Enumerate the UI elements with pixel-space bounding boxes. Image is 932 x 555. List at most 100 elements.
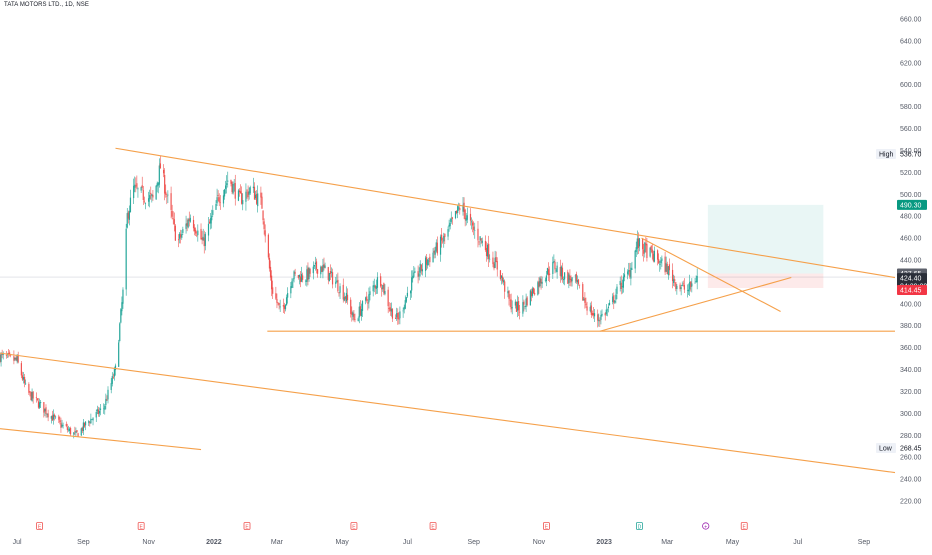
candle-body — [414, 271, 416, 273]
stop-price-tag — [897, 284, 927, 295]
candle-body — [679, 284, 681, 290]
candle-body — [622, 276, 624, 288]
event-marker-glyph: E — [545, 524, 549, 530]
candle-body — [234, 183, 236, 199]
candle-body — [402, 310, 404, 312]
candle-body — [592, 313, 595, 316]
candle-body — [167, 194, 169, 196]
candle-body — [143, 200, 145, 202]
candle-body — [106, 399, 108, 401]
candle-body — [605, 309, 607, 315]
candle-body — [538, 281, 540, 287]
candle-body — [629, 270, 631, 277]
earnings-marker-icon — [543, 522, 550, 530]
candle-body — [260, 192, 262, 198]
candle-body — [570, 278, 572, 283]
trendline-triangle-resistance — [641, 237, 781, 312]
earnings-marker-icon — [429, 522, 437, 530]
candle-body — [238, 190, 241, 193]
candle-body — [436, 242, 438, 254]
candle-body — [630, 267, 632, 279]
candle-body — [383, 283, 385, 294]
candle-body — [366, 296, 368, 301]
candle-body — [247, 191, 249, 198]
candle-body — [75, 431, 77, 434]
candle-body — [531, 288, 534, 296]
candle-body — [586, 306, 588, 311]
candle-body — [631, 268, 633, 270]
candle-body — [141, 185, 143, 188]
candle-body — [563, 272, 566, 280]
candle-body — [652, 253, 654, 262]
candle-body — [694, 282, 696, 284]
y-tick-label: 320.00 — [900, 389, 922, 396]
candle-body — [111, 376, 113, 384]
candle-body — [7, 353, 10, 354]
candle-body — [136, 183, 138, 188]
candle-body — [50, 416, 52, 419]
candle-body — [110, 383, 112, 390]
trendline-triangle-support — [599, 277, 792, 332]
candle-body — [424, 257, 427, 271]
candle-body — [675, 282, 677, 289]
candle-body — [207, 223, 210, 236]
candle-body — [69, 428, 72, 435]
candle-body — [421, 269, 423, 272]
candle-body — [53, 414, 56, 417]
candle-body — [201, 238, 203, 240]
candle-body — [636, 238, 638, 249]
candle-body — [316, 269, 319, 274]
candle-body — [351, 312, 353, 316]
candle-body — [384, 291, 386, 295]
candle-body — [357, 318, 359, 322]
candle-body — [151, 194, 153, 197]
candle-body — [544, 279, 546, 281]
candle-body — [582, 284, 584, 301]
candle-body — [361, 301, 364, 311]
candle-body — [660, 260, 662, 264]
candle-body — [481, 240, 483, 243]
candle-body — [433, 250, 435, 253]
candle-body — [434, 250, 436, 255]
candle-body — [666, 263, 668, 275]
y-tick-label: 280.00 — [900, 433, 922, 440]
candle-body — [261, 196, 263, 209]
candle-body — [231, 182, 233, 192]
candle-body — [546, 268, 549, 275]
candle-body — [374, 285, 376, 289]
candle-body — [604, 313, 606, 316]
candle-body — [645, 243, 647, 246]
y-tick-label: 580.00 — [900, 104, 922, 111]
high-label: High — [879, 152, 894, 159]
x-tick-label: Nov — [142, 539, 155, 546]
candle-body — [427, 259, 429, 266]
candle-body — [495, 257, 497, 263]
candle-body — [560, 266, 562, 277]
candle-body — [2, 353, 4, 356]
candle-body — [634, 250, 636, 269]
candle-body — [690, 281, 692, 288]
candle-body — [432, 252, 434, 263]
candle-body — [480, 238, 482, 241]
event-marker-glyph: E — [431, 524, 435, 530]
stop-price-text: 414.45 — [900, 287, 922, 294]
candle-body — [532, 287, 535, 294]
event-marker-glyph: E — [245, 524, 249, 530]
candle-body — [354, 319, 356, 320]
candle-body — [73, 432, 75, 435]
candle-body — [494, 257, 496, 268]
candle-body — [443, 235, 445, 242]
candle-body — [691, 283, 693, 287]
candle-body — [387, 289, 389, 307]
candle-body — [10, 354, 12, 356]
candle-body — [549, 273, 551, 275]
y-tick-label: 440.00 — [900, 258, 922, 265]
candle-body — [608, 302, 611, 305]
candle-body — [597, 314, 599, 321]
candle-body — [328, 272, 330, 282]
candle-body — [144, 203, 147, 204]
candle-body — [406, 292, 409, 297]
candle-body — [381, 287, 383, 290]
